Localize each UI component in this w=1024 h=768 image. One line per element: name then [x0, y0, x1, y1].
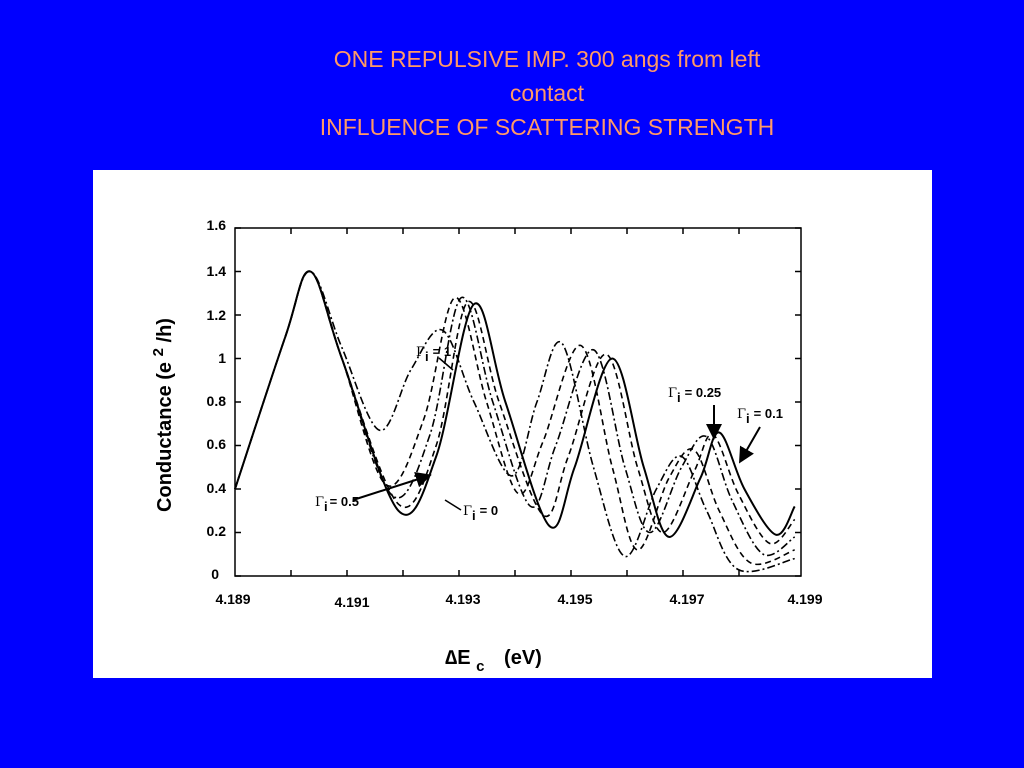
annotation-gamma-0: Γi = 0 [444, 499, 498, 523]
y-tick-label: 1.6 [207, 217, 227, 233]
x-tick-label: 4.197 [669, 591, 704, 607]
x-axis-label-subscript: c [476, 658, 484, 675]
annotation-value: = 0 [480, 503, 498, 518]
gamma-symbol: Γ [463, 504, 472, 519]
annotation-gamma-0-25: Γi = 0.25 [668, 385, 722, 440]
gamma-symbol: Γ [416, 345, 425, 360]
annotation-arrow [352, 472, 432, 501]
x-axis-label-main: ∆E [445, 647, 471, 669]
annotation-value: = 0.1 [754, 406, 783, 421]
gamma-symbol: Γ [668, 386, 677, 401]
tick-marks [235, 227, 801, 577]
svg-text:Γi= 1: Γi = 1 [416, 344, 451, 364]
conductance-chart: 1.6 1.4 1.2 1 0.8 0.6 0.4 0.2 0 4.189 4.… [146, 217, 823, 676]
annotation-arrow [739, 426, 761, 464]
series-line-4 [234, 270, 795, 573]
y-axis-label: Conductance (e 2 /h) [146, 318, 176, 512]
slide-title-line-1: ONE REPULSIVE IMP. 300 angs from left [333, 46, 761, 72]
gamma-subscript: i [677, 390, 681, 405]
x-tick-label: 4.195 [557, 591, 592, 607]
annotation-leader-line [438, 357, 454, 371]
annotation-gamma-0-5: Γi = 0.5 [315, 472, 432, 514]
y-tick-label: 0 [211, 566, 219, 582]
series-line-2 [234, 270, 796, 557]
y-axis-label-main: Conductance (e [154, 362, 176, 512]
svg-text:Γi= 0.5: Γi = 0.5 [315, 494, 359, 514]
slide-title-line-3: INFLUENCE OF SCATTERING STRENGTH [319, 114, 775, 140]
x-tick-label: 4.193 [445, 591, 480, 607]
annotation-leader-line [444, 499, 462, 511]
x-tick-label: 4.189 [215, 591, 250, 607]
annotation-value: = 1 [433, 344, 451, 359]
gamma-symbol: Γ [315, 495, 324, 510]
y-tick-label: 0.4 [207, 480, 227, 496]
svg-text:Γi= 0: Γi = 0 [463, 503, 498, 523]
annotation-value: = 0.25 [685, 385, 722, 400]
y-tick-label: 1 [218, 350, 226, 366]
y-axis-label-end: /h) [154, 318, 176, 342]
y-tick-label: 1.4 [207, 263, 227, 279]
svg-text:Γi= 0.1: Γi = 0.1 [737, 406, 783, 426]
y-tick-label: 0.6 [207, 436, 227, 452]
gamma-subscript: i [746, 411, 750, 426]
y-axis-label-superscript: 2 [150, 348, 167, 356]
slide-title: ONE REPULSIVE IMP. 300 angs from left co… [212, 42, 882, 144]
x-axis-label: ∆E c (eV) [445, 647, 542, 676]
gamma-subscript: i [472, 508, 476, 523]
gamma-subscript: i [425, 349, 429, 364]
annotation-gamma-1: Γi = 1 [416, 344, 454, 371]
plot-frame [234, 227, 802, 577]
annotation-value: = 0.5 [330, 494, 359, 509]
y-tick-label: 0.2 [207, 523, 227, 539]
x-tick-label: 4.191 [334, 594, 369, 610]
y-tick-label: 0.8 [207, 393, 227, 409]
annotation-gamma-0-1: Γi = 0.1 [737, 406, 783, 464]
series-line-3 [234, 270, 795, 566]
x-tick-label: 4.199 [787, 591, 822, 607]
gamma-symbol: Γ [737, 407, 746, 422]
x-axis-label-unit: (eV) [504, 647, 542, 669]
slide-title-line-2: contact [509, 80, 585, 106]
series-layer [234, 270, 796, 573]
chart-panel: 1.6 1.4 1.2 1 0.8 0.6 0.4 0.2 0 4.189 4.… [93, 170, 932, 678]
svg-text:Γi= 0.25: Γi = 0.25 [668, 385, 721, 405]
gamma-subscript: i [324, 499, 328, 514]
y-tick-label: 1.2 [207, 307, 227, 323]
